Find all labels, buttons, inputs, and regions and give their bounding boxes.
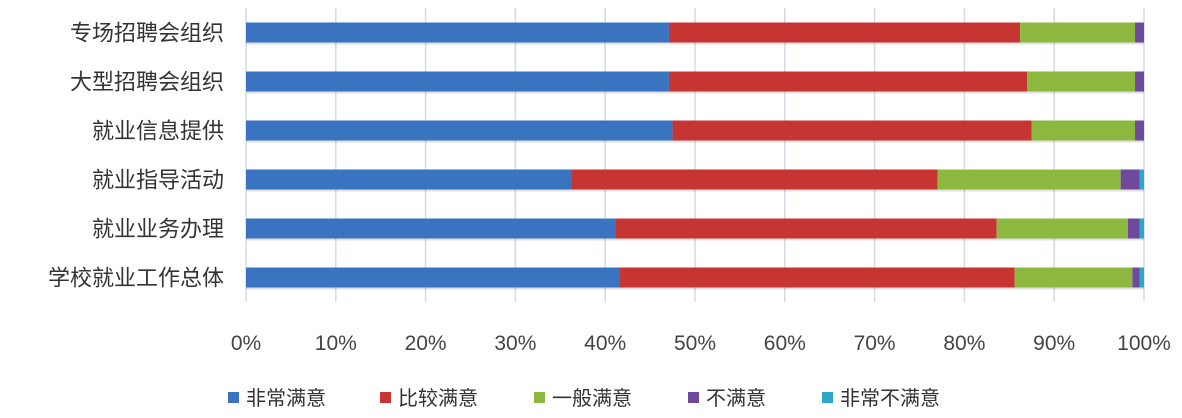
legend: 非常满意 比较满意 一般满意 不满意 非常不满意 (228, 386, 940, 410)
category-label: 就业信息提供 (92, 120, 224, 145)
legend-swatch (688, 392, 699, 403)
bar-segment (1132, 267, 1140, 288)
x-tick-label: 90% (1033, 332, 1075, 355)
bar-segment (668, 71, 1028, 92)
gridlines (245, 8, 1145, 302)
x-tick-label: 80% (943, 332, 985, 355)
bar-segment (996, 218, 1128, 239)
bar-segment (672, 120, 1032, 141)
category-label: 专场招聘会组织 (70, 22, 224, 47)
bar-segment (571, 169, 938, 190)
bar-segment (1135, 120, 1144, 141)
bar-segment (1014, 267, 1133, 288)
legend-label: 不满意 (706, 386, 766, 410)
bar-shadow (246, 42, 1144, 45)
category-label: 就业指导活动 (92, 169, 224, 194)
bar-segment (615, 218, 997, 239)
bar-shadow (246, 140, 1144, 143)
category-label: 大型招聘会组织 (70, 71, 224, 96)
x-tick-label: 0% (231, 332, 261, 355)
x-tick-labels: 0% 10% 20% 30% 40% 50% 60% 70% 80% 90% 100% (231, 332, 1171, 355)
legend-label: 一般满意 (552, 386, 632, 410)
bar-segment (668, 22, 1021, 43)
legend-swatch (380, 392, 391, 403)
x-tick-label: 10% (315, 332, 357, 355)
bar-shadow (246, 238, 1144, 241)
legend-label: 非常不满意 (840, 386, 940, 410)
bar-segment (1139, 267, 1144, 288)
bar-shadow (246, 91, 1144, 94)
bar-segment (246, 218, 616, 239)
bar-segment (1027, 71, 1136, 92)
bar-segment (1135, 71, 1144, 92)
x-tick-label: 60% (764, 332, 806, 355)
bar-segment (619, 267, 1015, 288)
bar-segment (1020, 22, 1136, 43)
bars (246, 22, 1144, 290)
bar-segment (937, 169, 1121, 190)
bar-segment (1127, 218, 1140, 239)
bar-segment (1139, 218, 1144, 239)
legend-swatch (228, 392, 239, 403)
x-tick-label: 30% (494, 332, 536, 355)
bar-segment (1135, 22, 1144, 43)
bar-segment (246, 267, 620, 288)
category-label: 就业业务办理 (92, 218, 224, 243)
bar-segment (1031, 120, 1136, 141)
bar-segment (246, 71, 669, 92)
bar-segment (246, 22, 669, 43)
x-tick-label: 100% (1117, 332, 1171, 355)
bar-segment (1120, 169, 1140, 190)
x-tick-label: 20% (405, 332, 447, 355)
bar-segment (246, 120, 673, 141)
legend-label: 非常满意 (246, 386, 326, 410)
legend-swatch (822, 392, 833, 403)
category-label: 学校就业工作总体 (48, 267, 224, 292)
bar-shadow (246, 287, 1144, 290)
x-tick-label: 70% (854, 332, 896, 355)
bar-segment (246, 169, 572, 190)
bar-shadow (246, 189, 1144, 192)
legend-label: 比较满意 (398, 386, 478, 410)
legend-swatch (534, 392, 545, 403)
bar-segment (1139, 169, 1144, 190)
x-tick-label: 50% (674, 332, 716, 355)
x-tick-label: 40% (584, 332, 626, 355)
